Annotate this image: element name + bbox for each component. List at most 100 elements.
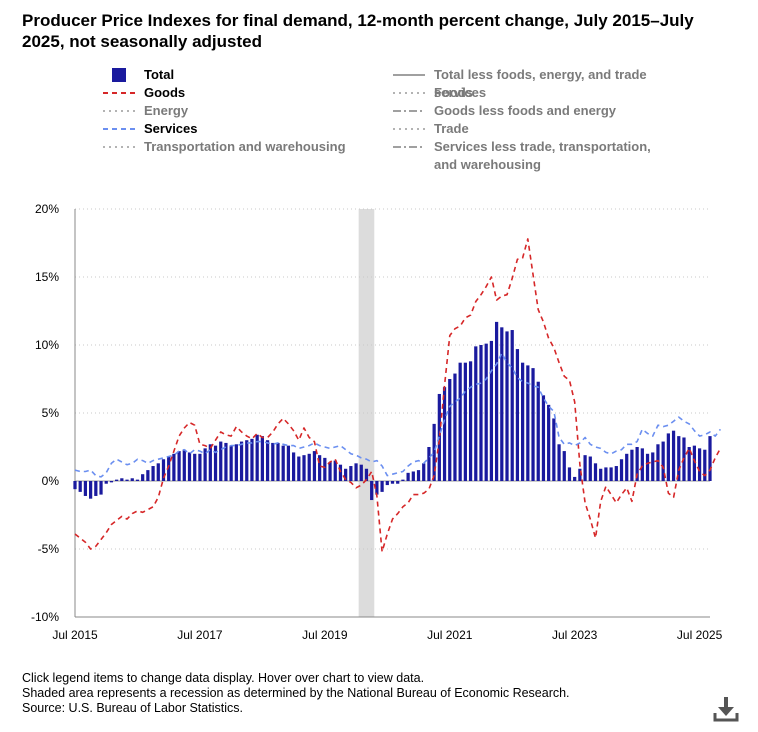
- bar-total: [494, 321, 499, 481]
- bar-total: [234, 444, 238, 481]
- bar-total: [245, 440, 249, 481]
- x-tick-label: Jul 2017: [177, 628, 223, 642]
- bar-total: [463, 362, 467, 481]
- legend-item-goods-less-foods-and-energy[interactable]: Goods less foods and energy: [390, 102, 616, 120]
- legend-item-foods[interactable]: Foods: [390, 84, 473, 102]
- bar-total: [619, 459, 624, 481]
- bar-total: [510, 330, 514, 481]
- bar-total: [141, 474, 145, 481]
- bar-total: [318, 455, 322, 481]
- bar-total: [349, 466, 353, 481]
- y-tick-label: -10%: [31, 610, 59, 624]
- bar-total: [302, 455, 306, 481]
- bar-total: [422, 463, 426, 481]
- bar-total: [385, 481, 389, 486]
- bar-total: [562, 451, 566, 481]
- bar-total: [625, 453, 629, 481]
- legend-item-total-less-foods-energy-and-trade-services[interactable]: Total less foods, energy, and trade serv…: [390, 66, 674, 102]
- bar-total: [73, 481, 77, 490]
- bar-total: [120, 478, 124, 481]
- x-tick-label: Jul 2023: [552, 628, 598, 642]
- bar-total: [338, 464, 343, 481]
- bar-total: [458, 362, 462, 481]
- bar-total: [468, 361, 473, 481]
- bar-total: [583, 455, 587, 481]
- legend-item-services-less-trade-transportation-and-warehousing[interactable]: Services less trade, transportation, and…: [390, 138, 674, 174]
- bar-total: [505, 331, 509, 481]
- y-tick-label: 20%: [35, 202, 59, 216]
- bar-total: [593, 463, 598, 481]
- bar-total: [573, 476, 577, 481]
- bar-total: [161, 459, 166, 481]
- bar-total: [677, 436, 681, 481]
- bar-total: [687, 447, 691, 481]
- bar-total: [115, 479, 119, 481]
- bar-total: [151, 466, 155, 481]
- bar-total: [135, 479, 140, 481]
- bar-total: [156, 463, 160, 481]
- bar-total: [609, 467, 613, 481]
- bar-total: [453, 373, 457, 481]
- bar-total: [130, 478, 134, 481]
- line-services: [74, 352, 722, 478]
- bar-total: [521, 362, 525, 481]
- legend-swatch: [100, 66, 138, 84]
- legend-swatch: [390, 138, 428, 156]
- legend-label: Total: [144, 67, 175, 82]
- bar-total: [364, 468, 369, 481]
- x-tick-label: Jul 2021: [427, 628, 473, 642]
- bar-total: [193, 453, 197, 481]
- x-tick-label: Jul 2015: [52, 628, 98, 642]
- legend-item-energy[interactable]: Energy: [100, 102, 188, 120]
- legend-label: Transportation and warehousing: [144, 139, 346, 154]
- bar-total: [640, 448, 644, 481]
- bar-total: [344, 468, 348, 481]
- bar-total: [83, 481, 88, 496]
- bar-total: [229, 445, 233, 481]
- bar-total: [172, 453, 176, 481]
- bar-total: [255, 434, 259, 481]
- legend-label: Trade: [434, 121, 469, 136]
- bar-total: [474, 346, 478, 481]
- bar-total: [297, 456, 301, 481]
- bar-total: [604, 467, 608, 481]
- legend-item-services[interactable]: Services: [100, 120, 198, 138]
- x-tick-label: Jul 2019: [302, 628, 348, 642]
- y-tick-label: 0%: [42, 474, 60, 488]
- bar-total: [656, 444, 660, 481]
- bar-total: [479, 345, 483, 481]
- bar-total: [515, 349, 520, 481]
- x-tick-label: Jul 2025: [677, 628, 723, 642]
- legend-label: Total less foods, energy, and trade serv…: [434, 67, 647, 100]
- bar-total: [359, 464, 363, 481]
- bar-total: [265, 440, 270, 481]
- bar-total: [396, 481, 400, 484]
- bar-total: [89, 481, 93, 499]
- bar-total: [703, 449, 707, 481]
- legend-label: Foods: [434, 85, 473, 100]
- download-button[interactable]: [712, 695, 740, 723]
- y-tick-label: -5%: [38, 542, 60, 556]
- bar-total: [276, 442, 280, 481]
- bar-total: [526, 365, 530, 481]
- bar-total: [708, 436, 712, 481]
- legend-item-goods[interactable]: Goods: [100, 84, 185, 102]
- legend-item-transportation-and-warehousing[interactable]: Transportation and warehousing: [100, 138, 346, 156]
- bar-total: [448, 379, 452, 481]
- bar-total: [432, 423, 436, 481]
- legend-item-total[interactable]: Total: [100, 66, 174, 84]
- bar-total: [536, 381, 540, 481]
- bar-total: [109, 481, 114, 483]
- bar-total: [104, 481, 108, 484]
- bar-total: [203, 448, 207, 481]
- bar-total: [239, 441, 244, 481]
- bar-total: [401, 479, 405, 481]
- bar-total: [182, 449, 186, 481]
- bar-total: [281, 445, 285, 481]
- download-icon: [713, 697, 739, 722]
- bar-total: [697, 448, 702, 481]
- legend-item-trade[interactable]: Trade: [390, 120, 469, 138]
- bar-total: [547, 404, 551, 481]
- bar-total: [500, 327, 504, 481]
